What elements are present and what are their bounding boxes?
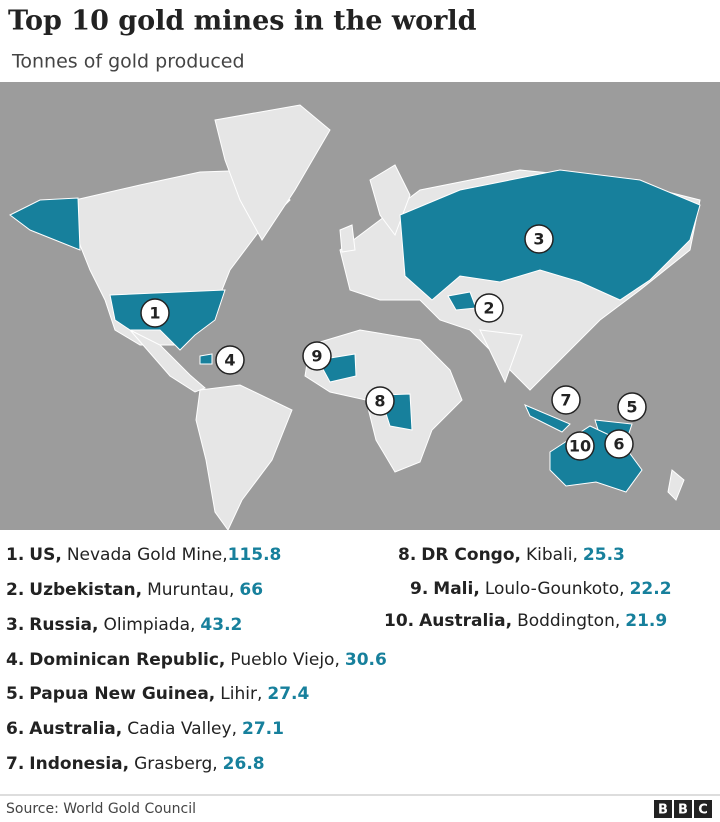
country: Uzbekistan,: [29, 580, 142, 600]
mine: Lihir,: [220, 684, 262, 704]
mine-list: 1. US, Nevada Gold Mine,115.8 2. Uzbekistan,…: [6, 545, 672, 774]
tonnes: 43.2: [200, 615, 242, 635]
logo-box: [654, 800, 672, 818]
tonnes: 115.8: [228, 545, 282, 565]
tonnes: 21.9: [625, 611, 667, 631]
tonnes: 22.2: [630, 579, 672, 599]
marker: [474, 293, 504, 323]
marker-label: 6: [613, 435, 624, 454]
rank: 2.: [6, 580, 24, 600]
logo-box: [674, 800, 692, 818]
marker: [140, 298, 170, 328]
country: Australia,: [419, 611, 512, 631]
mine: Cadia Valley,: [127, 719, 237, 739]
tonnes: 27.4: [267, 684, 309, 704]
mine: Loulo-Gounkoto,: [485, 579, 625, 599]
tonnes: 27.1: [242, 719, 284, 739]
country: US,: [29, 545, 62, 565]
marker-label: 5: [626, 398, 637, 417]
rank: 6.: [6, 719, 24, 739]
mine: Grasberg,: [134, 754, 218, 774]
country: Russia,: [29, 615, 98, 635]
source: Source: World Gold Council: [6, 801, 196, 817]
marker-label: 2: [483, 299, 494, 318]
rank: 9.: [410, 579, 428, 599]
marker-label: 7: [560, 391, 571, 410]
marker: [565, 431, 595, 461]
mine-entry: 8. DR Congo, Kibali, 25.3: [398, 545, 625, 565]
logo-letter: B: [658, 803, 668, 818]
mine: Kibali,: [526, 545, 578, 565]
marker-label: 9: [311, 347, 322, 366]
rank: 7.: [6, 754, 24, 774]
country: Dominican Republic,: [29, 650, 225, 670]
mine-entry: 2. Uzbekistan, Muruntau, 66: [6, 580, 263, 600]
tonnes: 26.8: [223, 754, 265, 774]
rank: 3.: [6, 615, 24, 635]
mine: Olimpiada,: [103, 615, 195, 635]
marker: [302, 341, 332, 371]
mine: Nevada Gold Mine,: [67, 545, 228, 565]
country: Australia,: [29, 719, 122, 739]
logo-letter: B: [678, 803, 688, 818]
mine: Boddington,: [517, 611, 620, 631]
marker: [604, 429, 634, 459]
tonnes: 25.3: [583, 545, 625, 565]
subtitle: Tonnes of gold produced: [11, 51, 245, 73]
mine-entry: 4. Dominican Republic, Pueblo Viejo, 30.6: [6, 650, 387, 670]
mine-entry: 9. Mali, Loulo-Gounkoto, 22.2: [410, 579, 672, 599]
logo-box: [694, 800, 712, 818]
rank: 5.: [6, 684, 24, 704]
country: Indonesia,: [29, 754, 129, 774]
mine-entry: 3. Russia, Olimpiada, 43.2: [6, 615, 242, 635]
marker: [365, 386, 395, 416]
mine-entry: 10. Australia, Boddington, 21.9: [384, 611, 667, 631]
marker-label: 4: [224, 351, 235, 370]
tonnes: 30.6: [345, 650, 387, 670]
mine-entry: 1. US, Nevada Gold Mine,115.8: [6, 545, 281, 565]
marker: [524, 224, 554, 254]
marker-label: 3: [533, 230, 544, 249]
marker: [617, 392, 647, 422]
mine: Pueblo Viejo,: [230, 650, 339, 670]
mine: Muruntau,: [147, 580, 234, 600]
mine-entry: 7. Indonesia, Grasberg, 26.8: [6, 754, 265, 774]
rank: 10.: [384, 611, 414, 631]
marker: [551, 385, 581, 415]
mine-entry: 5. Papua New Guinea, Lihir, 27.4: [6, 684, 309, 704]
country: DR Congo,: [421, 545, 521, 565]
marker-label: 10: [569, 437, 591, 456]
marker: [215, 345, 245, 375]
tonnes: 66: [239, 580, 263, 600]
rank: 4.: [6, 650, 24, 670]
marker-label: 8: [374, 392, 385, 411]
logo-letter: C: [698, 803, 708, 818]
marker-label: 1: [149, 304, 160, 323]
rank: 8.: [398, 545, 416, 565]
mine-entry: 6. Australia, Cadia Valley, 27.1: [6, 719, 284, 739]
title: Top 10 gold mines in the world: [8, 6, 477, 37]
country: Mali,: [433, 579, 480, 599]
map: 1 2 3 4 56 7 8 9 10: [0, 82, 720, 531]
country: Papua New Guinea,: [29, 684, 215, 704]
rank: 1.: [6, 545, 24, 565]
